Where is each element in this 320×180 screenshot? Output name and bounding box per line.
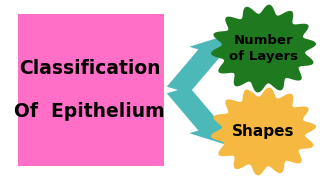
Text: Classification: Classification <box>19 59 160 78</box>
Polygon shape <box>167 87 230 144</box>
Text: Shapes: Shapes <box>232 124 295 139</box>
Text: Number
of Layers: Number of Layers <box>229 34 298 63</box>
Polygon shape <box>211 5 316 93</box>
FancyBboxPatch shape <box>18 14 164 166</box>
Polygon shape <box>211 87 316 175</box>
Text: Of  Epithelium: Of Epithelium <box>14 102 165 121</box>
Polygon shape <box>167 36 230 93</box>
